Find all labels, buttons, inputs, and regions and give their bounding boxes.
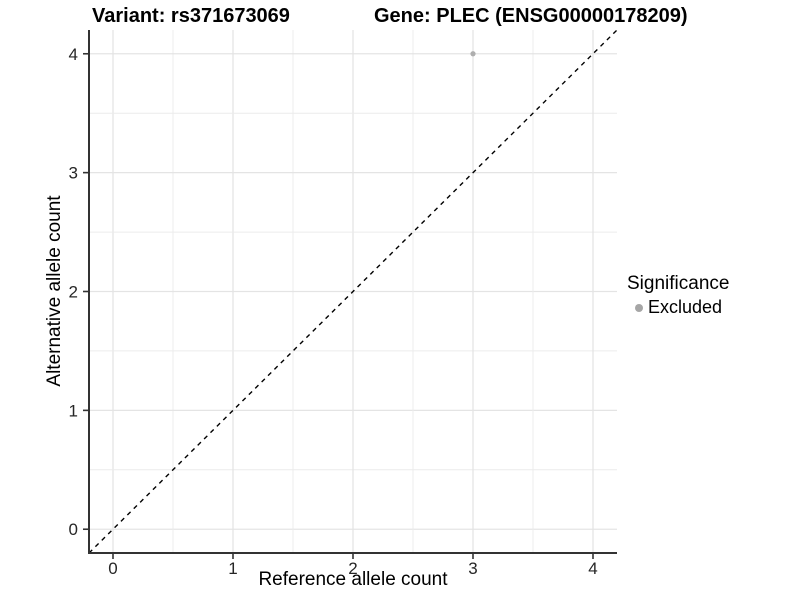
x-tick-label: 3 [468, 559, 477, 578]
plot-title-variant: Variant: rs371673069 [92, 5, 290, 27]
y-tick-label: 1 [69, 401, 78, 420]
x-tick-label: 4 [588, 559, 597, 578]
x-tick-label: 0 [108, 559, 117, 578]
legend: Significance Excluded [627, 272, 729, 318]
y-tick-label: 3 [69, 164, 78, 183]
y-axis-title: Alternative allele count [44, 195, 65, 387]
y-tick-label: 0 [69, 520, 78, 539]
legend-title: Significance [627, 273, 730, 294]
identity-line [88, 29, 618, 554]
x-tick-label: 1 [228, 559, 237, 578]
data-point-excluded [470, 51, 476, 57]
legend-item-label: Excluded [648, 297, 723, 317]
y-tick-label: 4 [69, 45, 78, 64]
x-tick-label: 2 [348, 559, 357, 578]
y-tick-label: 2 [69, 283, 78, 302]
legend-item-excluded: Excluded [627, 297, 729, 318]
legend-point-swatch [635, 303, 643, 312]
x-axis-title: Reference allele count [258, 569, 448, 590]
plot-title-gene: Gene: PLEC (ENSG00000178209) [374, 5, 688, 27]
